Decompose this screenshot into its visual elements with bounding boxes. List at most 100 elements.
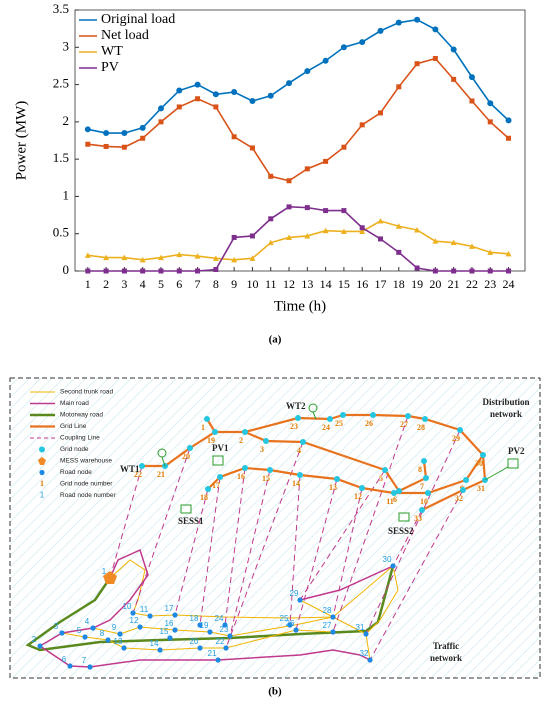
y-tick-label: 0: [63, 262, 70, 277]
legend-label: WT: [101, 44, 123, 59]
point: [286, 204, 292, 210]
grid-node-number: 17: [212, 481, 220, 490]
grid-node: [391, 490, 397, 496]
road-node-number: 18: [190, 614, 199, 623]
road-node-number: 32: [360, 649, 369, 658]
road-node-number: 10: [123, 602, 132, 611]
point: [213, 104, 219, 110]
grid-node: [421, 458, 427, 464]
point: [377, 110, 383, 116]
grid-node: [242, 465, 248, 471]
point: [103, 130, 110, 137]
grid-node: [480, 452, 486, 458]
road-node: [82, 634, 88, 640]
coupling-line: [174, 488, 209, 616]
road-node: [87, 664, 93, 670]
x-tick-label: 13: [301, 277, 313, 291]
grid-node-number: 14: [292, 479, 300, 488]
grid-node: [422, 416, 428, 422]
point: [432, 238, 439, 244]
grid-node: [139, 463, 145, 469]
point: [432, 26, 439, 33]
pv-icon: [212, 455, 224, 466]
x-tick-label: 7: [195, 277, 201, 291]
point: [432, 268, 438, 274]
point: [195, 268, 201, 274]
point: [468, 243, 475, 249]
road-node: [172, 612, 178, 618]
coupling-line: [365, 429, 461, 635]
x-tick-label: 17: [374, 277, 386, 291]
grid-node-number: 3: [260, 445, 264, 454]
point: [267, 92, 274, 99]
region-label: network: [490, 409, 522, 419]
device-icons: [157, 403, 519, 522]
road-node-number: 11: [140, 605, 149, 614]
grid-node: [242, 429, 248, 435]
road-node: [367, 657, 373, 663]
point: [487, 119, 493, 125]
y-tick-label: 1.5: [53, 150, 69, 165]
point: [267, 239, 274, 246]
road-node-number: 13: [114, 637, 123, 646]
second-trunk-road: [109, 559, 399, 661]
diagram-legend: Second trunk road Main road Motorway road G…: [30, 389, 116, 500]
grid-line: [142, 413, 485, 481]
legend-label: Road node: [60, 469, 92, 476]
device-label: WT2: [286, 401, 306, 411]
point: [231, 134, 237, 140]
grid-node: [419, 507, 425, 513]
grid-node-number: 2: [239, 436, 243, 445]
x-tick-label: 6: [176, 277, 182, 291]
x-tick-label: 21: [448, 277, 460, 291]
point: [249, 233, 255, 239]
point: [212, 255, 219, 261]
y-tick-label: 1: [63, 187, 70, 202]
point: [84, 252, 91, 258]
grid-node-number: 31: [477, 484, 485, 493]
point: [176, 251, 183, 258]
grid-node: [425, 490, 431, 496]
wt-icon: [312, 411, 317, 420]
y-tick-label: 2.5: [53, 76, 69, 91]
road-node: [223, 645, 229, 651]
grid-node: [457, 427, 463, 433]
grid-node: [370, 412, 376, 418]
grid-node-number: 19: [207, 436, 215, 445]
legend-sample: 1: [40, 491, 45, 500]
road-node: [287, 622, 293, 628]
sess-icon: [180, 504, 192, 514]
point: [194, 81, 201, 88]
point: [341, 144, 347, 150]
motorway-road: [25, 565, 395, 652]
point: [176, 104, 182, 110]
legend-label: Grid Line: [60, 423, 87, 430]
point: [487, 100, 494, 107]
point: [268, 173, 274, 179]
road-node-number: 8: [100, 629, 105, 638]
y-tick-label: 2: [63, 113, 70, 128]
x-tick-label: 19: [411, 277, 423, 291]
grid-node-number: 12: [354, 492, 362, 501]
grid-node-number: 8: [418, 465, 422, 474]
coupling-line: [225, 441, 304, 649]
road-node: [137, 624, 143, 630]
line-chart: 00.511.522.533.51 2 3 4 5 6 7 8 9 10 11 12 13 14 15 16 1…: [13, 1, 526, 314]
point: [395, 223, 402, 229]
grid-node: [217, 474, 223, 480]
point: [487, 249, 494, 255]
x-tick-label: 24: [503, 277, 515, 291]
y-tick-label: 3: [63, 38, 70, 53]
device-label: SESS2: [388, 526, 414, 536]
road-node-number: 26: [286, 619, 295, 628]
point: [85, 141, 91, 147]
legend-label: MESS warehouse: [60, 458, 112, 465]
grid-node-number: 18: [200, 493, 208, 502]
point: [359, 228, 366, 234]
grid-node-number: 28: [417, 423, 425, 432]
wt-icon: [161, 456, 166, 467]
x-tick-label: 4: [140, 277, 146, 291]
grid-node: [212, 429, 218, 435]
road-node-number: 22: [216, 637, 225, 646]
